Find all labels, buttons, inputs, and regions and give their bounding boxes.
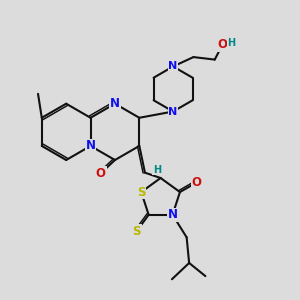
Text: O: O (218, 38, 227, 51)
Text: O: O (96, 167, 106, 180)
Text: H: H (153, 165, 161, 175)
Text: N: N (110, 97, 120, 110)
Text: H: H (227, 38, 236, 48)
Text: S: S (137, 186, 146, 199)
Text: N: N (168, 208, 178, 221)
Text: O: O (191, 176, 201, 189)
Text: N: N (85, 140, 96, 152)
Text: N: N (169, 106, 178, 116)
Text: N: N (169, 61, 178, 71)
Text: S: S (133, 225, 141, 238)
